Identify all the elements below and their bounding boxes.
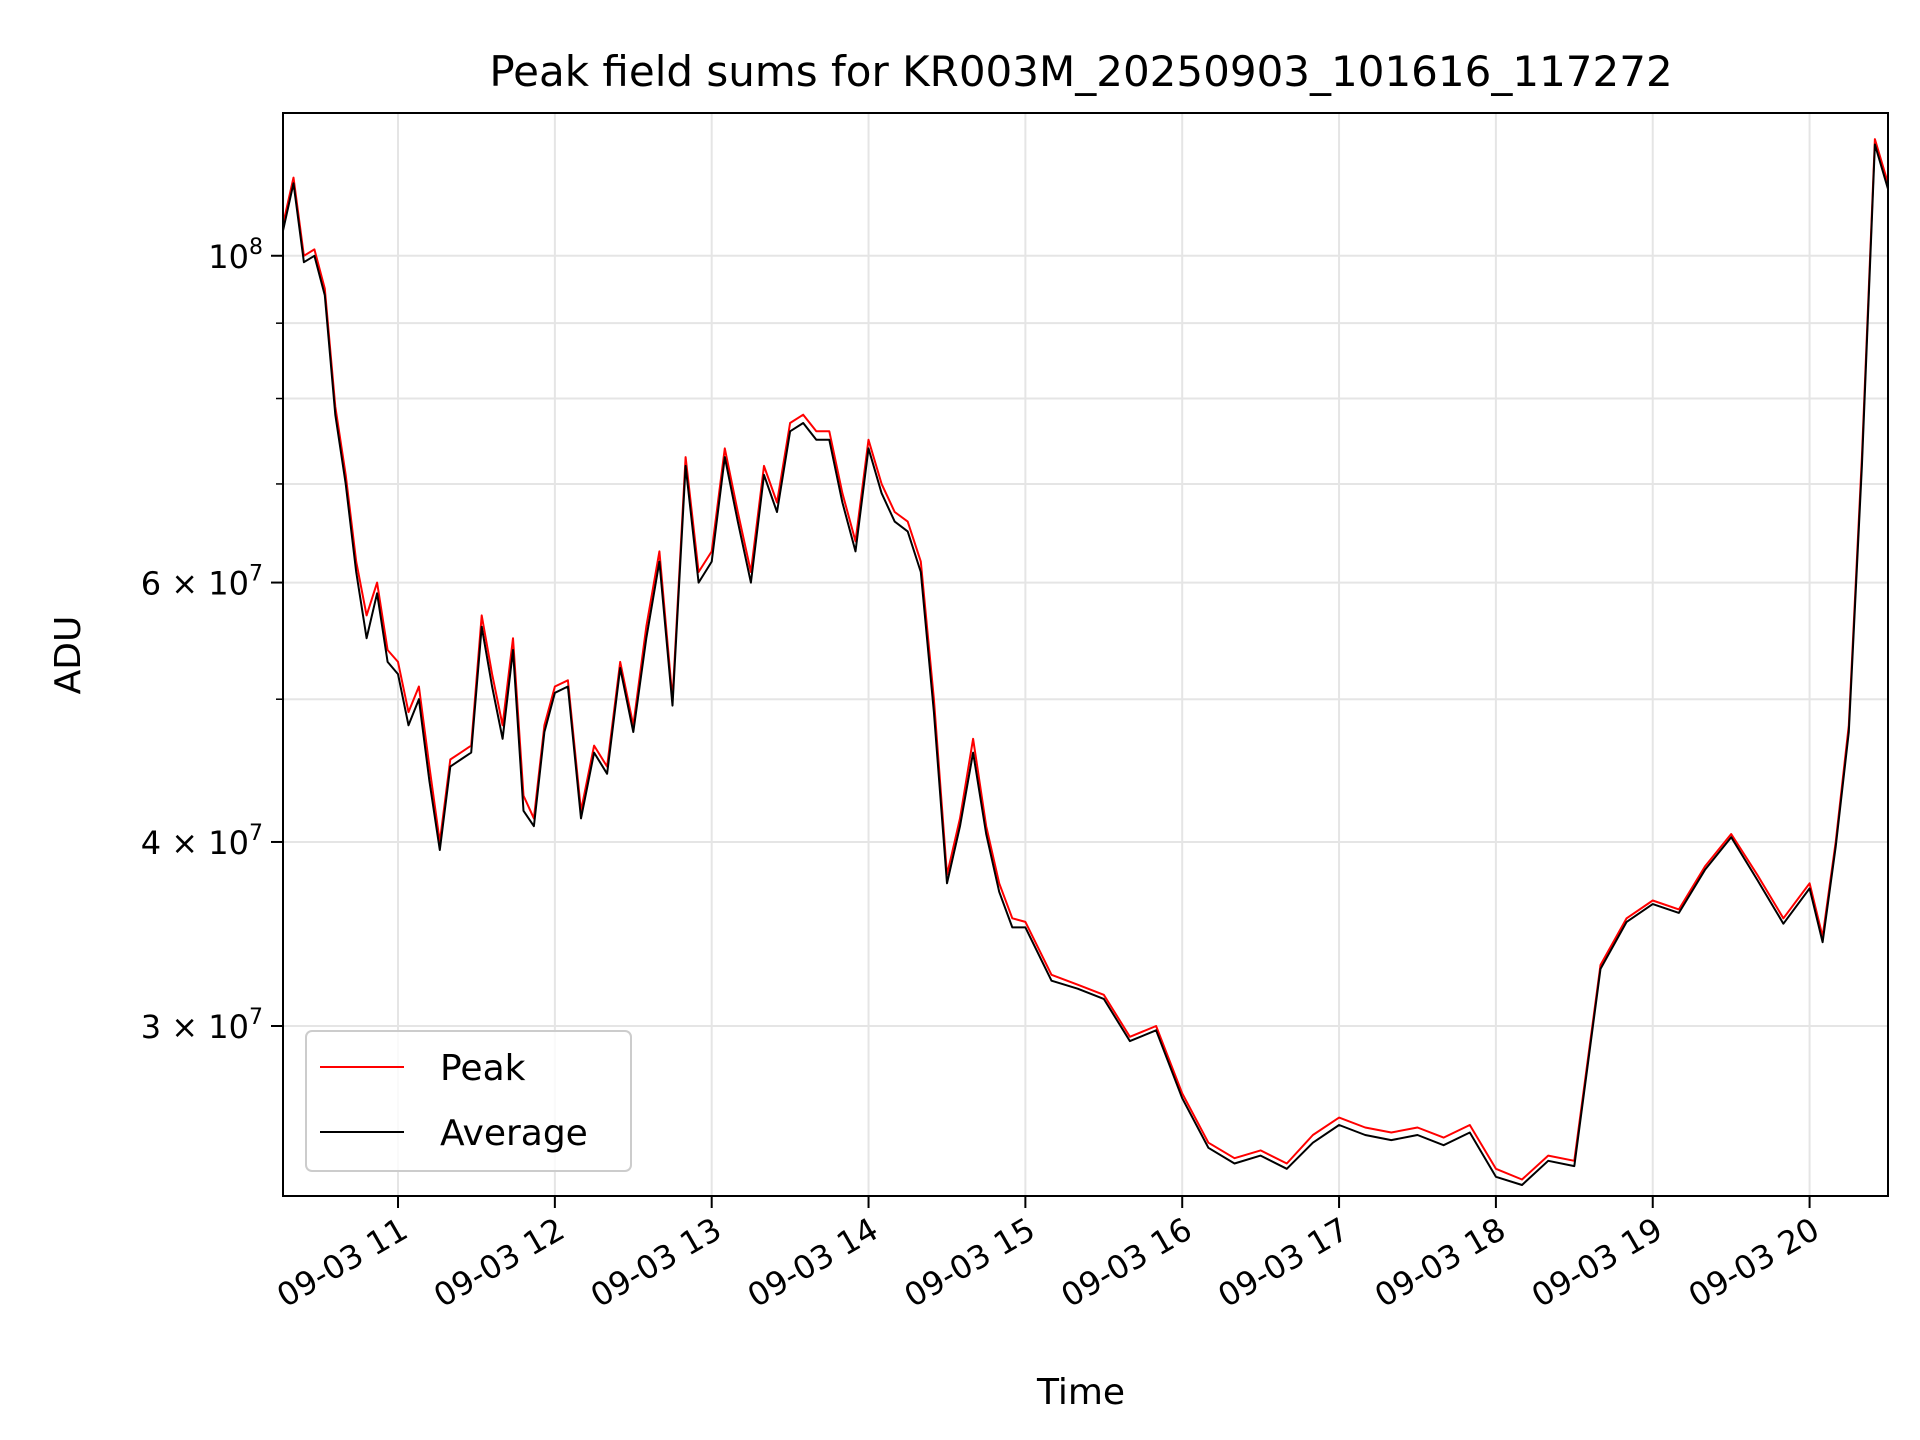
plot-series — [283, 138, 1888, 1186]
legend-label-average: Average — [440, 1113, 588, 1154]
y-tick-label: 4 × 107 — [141, 821, 263, 862]
y-axis-ticks: 3 × 107 4 × 107 6 × 107 108 — [141, 235, 283, 1046]
legend: Peak Average — [305, 1030, 632, 1172]
legend-label-peak: Peak — [440, 1048, 526, 1089]
y-tick-label: 108 — [208, 235, 263, 276]
y-axis-label: ADU — [48, 616, 89, 695]
x-axis-label: Time — [1036, 1372, 1125, 1413]
chart-title: Peak field sums for KR003M_20250903_1016… — [489, 47, 1672, 96]
series-line-average — [283, 143, 1888, 1186]
y-tick-label: 3 × 107 — [141, 1005, 263, 1046]
series-line-peak — [283, 138, 1888, 1181]
axes-frame — [282, 112, 1889, 1197]
grid — [283, 113, 1888, 1196]
y-tick-label: 6 × 107 — [141, 562, 263, 603]
